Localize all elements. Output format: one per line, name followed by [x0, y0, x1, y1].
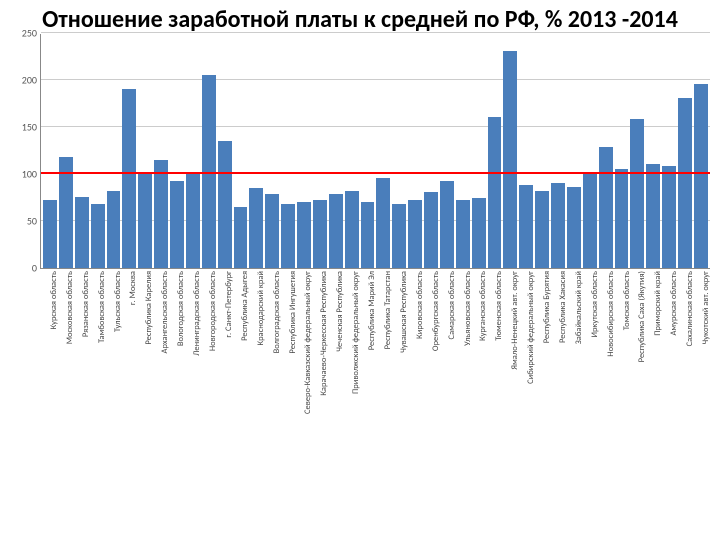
x-label: Томская область: [615, 269, 629, 270]
x-label: Республика Карелия: [137, 269, 151, 270]
x-label: Приморский край: [646, 269, 660, 270]
bar: [456, 200, 470, 268]
x-label: Кировская область: [408, 269, 422, 270]
bar: [408, 200, 422, 268]
y-tick-label: 0: [32, 261, 41, 274]
bar: [91, 204, 105, 268]
bar: [170, 181, 184, 267]
x-label: Новосибирская область: [599, 269, 613, 270]
bar: [138, 174, 152, 268]
x-label: г. Санкт-Петербург: [217, 269, 231, 270]
bar: [630, 119, 644, 268]
bar: [567, 187, 581, 268]
bar: [329, 194, 343, 267]
x-label: Приволжский федеральный округ: [344, 269, 358, 270]
bar: [424, 192, 438, 267]
bar: [376, 178, 390, 267]
x-label: Курганская область: [471, 269, 485, 270]
x-label: Республика Хакасия: [551, 269, 565, 270]
x-label: Рязанская область: [74, 269, 88, 270]
bar: [440, 181, 454, 267]
bar: [535, 191, 549, 268]
x-label: Чеченская Республика: [328, 269, 342, 270]
chart-title: Отношение заработной платы к средней по …: [0, 0, 720, 34]
x-label: Волгоградская область: [265, 269, 279, 270]
y-tick-label: 150: [22, 120, 41, 133]
bar: [472, 198, 486, 268]
x-label: Чувашская Республика: [392, 269, 406, 270]
x-label: Ямало-Ненецкий авт. округ: [503, 269, 517, 270]
x-label: Республика Саха (Якутия): [631, 269, 645, 270]
y-tick-label: 100: [22, 167, 41, 180]
y-tick-label: 50: [27, 214, 41, 227]
x-label: г. Москва: [122, 269, 136, 270]
x-label: Республика Бурятия: [535, 269, 549, 270]
bar: [503, 51, 517, 267]
reference-line: [41, 172, 710, 174]
x-label: Забайкальский край: [567, 269, 581, 270]
bar: [249, 188, 263, 268]
x-label: Новгородская область: [201, 269, 215, 270]
bar: [392, 204, 406, 268]
bar: [488, 117, 502, 267]
bar: [519, 185, 533, 268]
bar: [218, 141, 232, 268]
x-label: Московская область: [58, 269, 72, 270]
x-label: Ульяновская область: [456, 269, 470, 270]
x-label: Карачаево-Черкесская Республика: [312, 269, 326, 270]
x-label: Сибирский федеральный округ: [519, 269, 533, 270]
bar: [186, 172, 200, 268]
bar: [662, 166, 676, 268]
x-label: Курская область: [42, 269, 56, 270]
y-tick-label: 250: [22, 26, 41, 39]
bar: [678, 98, 692, 267]
bar: [234, 207, 248, 268]
x-label: Северо-Кавказский федеральный округ: [297, 269, 311, 270]
x-label: Республика Татарстан: [376, 269, 390, 270]
x-label: Тульская область: [106, 269, 120, 270]
bar: [646, 164, 660, 267]
x-label: Архангельская область: [153, 269, 167, 270]
bar: [297, 202, 311, 268]
bar: [551, 183, 565, 268]
x-label: Ленинградская область: [185, 269, 199, 270]
bar: [599, 147, 613, 267]
x-label: Республика Ингушетия: [281, 269, 295, 270]
bar: [122, 89, 136, 268]
x-label: Самарская область: [440, 269, 454, 270]
x-label: Вологодская область: [169, 269, 183, 270]
x-label: Краснодарский край: [249, 269, 263, 270]
x-label: Оренбургская область: [424, 269, 438, 270]
bar: [75, 197, 89, 268]
bar: [154, 160, 168, 267]
x-label: Тюменская область: [487, 269, 501, 270]
bar: [43, 200, 57, 268]
bar: [361, 202, 375, 268]
x-label: Чукотский авт. округ: [694, 269, 708, 270]
gridline: [41, 32, 710, 33]
y-tick-label: 200: [22, 73, 41, 86]
bar: [265, 194, 279, 267]
plot-area: 050100150200250: [40, 34, 710, 269]
x-label: Сахалинская область: [678, 269, 692, 270]
bar: [583, 174, 597, 268]
bar: [107, 191, 121, 268]
x-label: Иркутская область: [583, 269, 597, 270]
x-label: Тамбовская область: [90, 269, 104, 270]
bar: [345, 191, 359, 268]
x-label: Амурская область: [662, 269, 676, 270]
bar: [281, 204, 295, 268]
x-label: Республика Марий Эл: [360, 269, 374, 270]
chart-container: 050100150200250 Курская областьМосковска…: [40, 34, 710, 270]
bar: [694, 84, 708, 267]
x-axis-labels: Курская областьМосковская областьРязанск…: [40, 269, 710, 270]
bar: [313, 200, 327, 268]
bars-group: [41, 34, 710, 268]
x-label: Республика Адыгея: [233, 269, 247, 270]
bar: [615, 169, 629, 268]
